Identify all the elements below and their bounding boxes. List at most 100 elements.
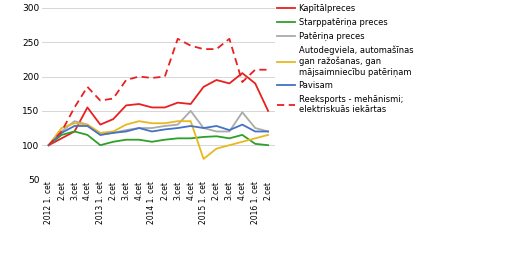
- Autodegviela, automašīnas
gan ražošanas, gan
mājsaimniecību patēriņam: [226, 144, 232, 147]
- Pavisam: [226, 129, 232, 132]
- Patēriņa preces: [59, 130, 65, 133]
- Reeksports - mehānismi;
elektriskuās iekārtas: [226, 37, 232, 40]
- Pavisam: [239, 123, 246, 126]
- Pavisam: [71, 124, 78, 128]
- Autodegviela, automašīnas
gan ražošanas, gan
mājsaimniecību patēriņam: [149, 122, 155, 125]
- Patēriņa preces: [187, 109, 194, 112]
- Patēriņa preces: [226, 130, 232, 133]
- Patēriņa preces: [97, 133, 103, 136]
- Kapītālpreces: [59, 137, 65, 140]
- Pavisam: [123, 130, 129, 133]
- Kapītālpreces: [45, 144, 52, 147]
- Starppatēriņa preces: [226, 137, 232, 140]
- Legend: Kapītālpreces, Starppatēriņa preces, Patēriņa preces, Autodegviela, automašīnas
: Kapītālpreces, Starppatēriņa preces, Pat…: [277, 4, 413, 114]
- Patēriņa preces: [71, 120, 78, 123]
- Autodegviela, automašīnas
gan ražošanas, gan
mājsaimniecību patēriņam: [213, 147, 220, 150]
- Starppatēriņa preces: [175, 137, 181, 140]
- Pavisam: [136, 126, 142, 130]
- Reeksports - mehānismi;
elektriskuās iekārtas: [252, 68, 258, 71]
- Starppatēriņa preces: [149, 140, 155, 143]
- Patēriņa preces: [239, 111, 246, 114]
- Autodegviela, automašīnas
gan ražošanas, gan
mājsaimniecību patēriņam: [59, 126, 65, 130]
- Autodegviela, automašīnas
gan ražošanas, gan
mājsaimniecību patēriņam: [71, 122, 78, 125]
- Reeksports - mehānismi;
elektriskuās iekārtas: [175, 37, 181, 40]
- Reeksports - mehānismi;
elektriskuās iekārtas: [97, 99, 103, 102]
- Reeksports - mehānismi;
elektriskuās iekārtas: [265, 68, 271, 71]
- Reeksports - mehānismi;
elektriskuās iekārtas: [110, 97, 116, 100]
- Pavisam: [97, 133, 103, 136]
- Starppatēriņa preces: [59, 133, 65, 136]
- Kapītālpreces: [187, 102, 194, 106]
- Pavisam: [84, 124, 91, 128]
- Reeksports - mehānismi;
elektriskuās iekārtas: [213, 48, 220, 51]
- Patēriņa preces: [252, 126, 258, 130]
- Patēriņa preces: [265, 130, 271, 133]
- Starppatēriņa preces: [201, 135, 207, 139]
- Patēriņa preces: [162, 124, 168, 128]
- Autodegviela, automašīnas
gan ražošanas, gan
mājsaimniecību patēriņam: [136, 120, 142, 123]
- Starppatēriņa preces: [97, 144, 103, 147]
- Starppatēriņa preces: [123, 138, 129, 141]
- Autodegviela, automašīnas
gan ražošanas, gan
mājsaimniecību patēriņam: [123, 123, 129, 126]
- Patēriņa preces: [45, 144, 52, 147]
- Pavisam: [201, 126, 207, 130]
- Kapītālpreces: [201, 85, 207, 88]
- Patēriņa preces: [213, 130, 220, 133]
- Autodegviela, automašīnas
gan ražošanas, gan
mājsaimniecību patēriņam: [110, 130, 116, 133]
- Pavisam: [252, 130, 258, 133]
- Autodegviela, automašīnas
gan ražošanas, gan
mājsaimniecību patēriņam: [45, 144, 52, 147]
- Pavisam: [110, 131, 116, 134]
- Reeksports - mehānismi;
elektriskuās iekārtas: [187, 44, 194, 47]
- Autodegviela, automašīnas
gan ražošanas, gan
mājsaimniecību patēriņam: [175, 120, 181, 123]
- Patēriņa preces: [110, 131, 116, 134]
- Reeksports - mehānismi;
elektriskuās iekārtas: [45, 144, 52, 147]
- Autodegviela, automašīnas
gan ražošanas, gan
mājsaimniecību patēriņam: [187, 120, 194, 123]
- Kapītālpreces: [265, 109, 271, 112]
- Starppatēriņa preces: [162, 138, 168, 141]
- Autodegviela, automašīnas
gan ražošanas, gan
mājsaimniecību patēriņam: [162, 122, 168, 125]
- Kapītālpreces: [110, 117, 116, 121]
- Kapītālpreces: [97, 123, 103, 126]
- Line: Reeksports - mehānismi;
elektriskuās iekārtas: Reeksports - mehānismi; elektriskuās iek…: [49, 39, 268, 145]
- Starppatēriņa preces: [110, 140, 116, 143]
- Reeksports - mehānismi;
elektriskuās iekārtas: [71, 106, 78, 109]
- Patēriņa preces: [149, 126, 155, 130]
- Starppatēriņa preces: [84, 133, 91, 136]
- Patēriņa preces: [84, 123, 91, 126]
- Reeksports - mehānismi;
elektriskuās iekārtas: [84, 85, 91, 88]
- Reeksports - mehānismi;
elektriskuās iekārtas: [201, 48, 207, 51]
- Line: Kapītālpreces: Kapītālpreces: [49, 73, 268, 145]
- Autodegviela, automašīnas
gan ražošanas, gan
mājsaimniecību patēriņam: [239, 140, 246, 143]
- Autodegviela, automašīnas
gan ražošanas, gan
mājsaimniecību patēriņam: [252, 137, 258, 140]
- Pavisam: [175, 126, 181, 130]
- Pavisam: [59, 131, 65, 134]
- Starppatēriņa preces: [45, 144, 52, 147]
- Reeksports - mehānismi;
elektriskuās iekārtas: [123, 78, 129, 82]
- Line: Pavisam: Pavisam: [49, 125, 268, 145]
- Line: Autodegviela, automašīnas
gan ražošanas, gan
mājsaimniecību patēriņam: Autodegviela, automašīnas gan ražošanas,…: [49, 121, 268, 159]
- Autodegviela, automašīnas
gan ražošanas, gan
mājsaimniecību patēriņam: [201, 157, 207, 161]
- Kapītālpreces: [175, 101, 181, 104]
- Patēriņa preces: [175, 123, 181, 126]
- Kapītālpreces: [213, 78, 220, 82]
- Autodegviela, automašīnas
gan ražošanas, gan
mājsaimniecību patēriņam: [265, 133, 271, 136]
- Starppatēriņa preces: [265, 144, 271, 147]
- Line: Starppatēriņa preces: Starppatēriņa preces: [49, 131, 268, 145]
- Starppatēriņa preces: [136, 138, 142, 141]
- Kapītālpreces: [149, 106, 155, 109]
- Autodegviela, automašīnas
gan ražošanas, gan
mājsaimniecību patēriņam: [97, 131, 103, 134]
- Patēriņa preces: [123, 129, 129, 132]
- Kapītālpreces: [239, 72, 246, 75]
- Kapītālpreces: [136, 102, 142, 106]
- Starppatēriņa preces: [252, 142, 258, 145]
- Pavisam: [265, 130, 271, 133]
- Patēriņa preces: [201, 126, 207, 130]
- Autodegviela, automašīnas
gan ražošanas, gan
mājsaimniecību patēriņam: [84, 123, 91, 126]
- Pavisam: [213, 124, 220, 128]
- Starppatēriņa preces: [71, 130, 78, 133]
- Pavisam: [45, 144, 52, 147]
- Kapītālpreces: [226, 82, 232, 85]
- Reeksports - mehānismi;
elektriskuās iekārtas: [149, 76, 155, 79]
- Reeksports - mehānismi;
elektriskuās iekārtas: [162, 75, 168, 78]
- Starppatēriņa preces: [187, 137, 194, 140]
